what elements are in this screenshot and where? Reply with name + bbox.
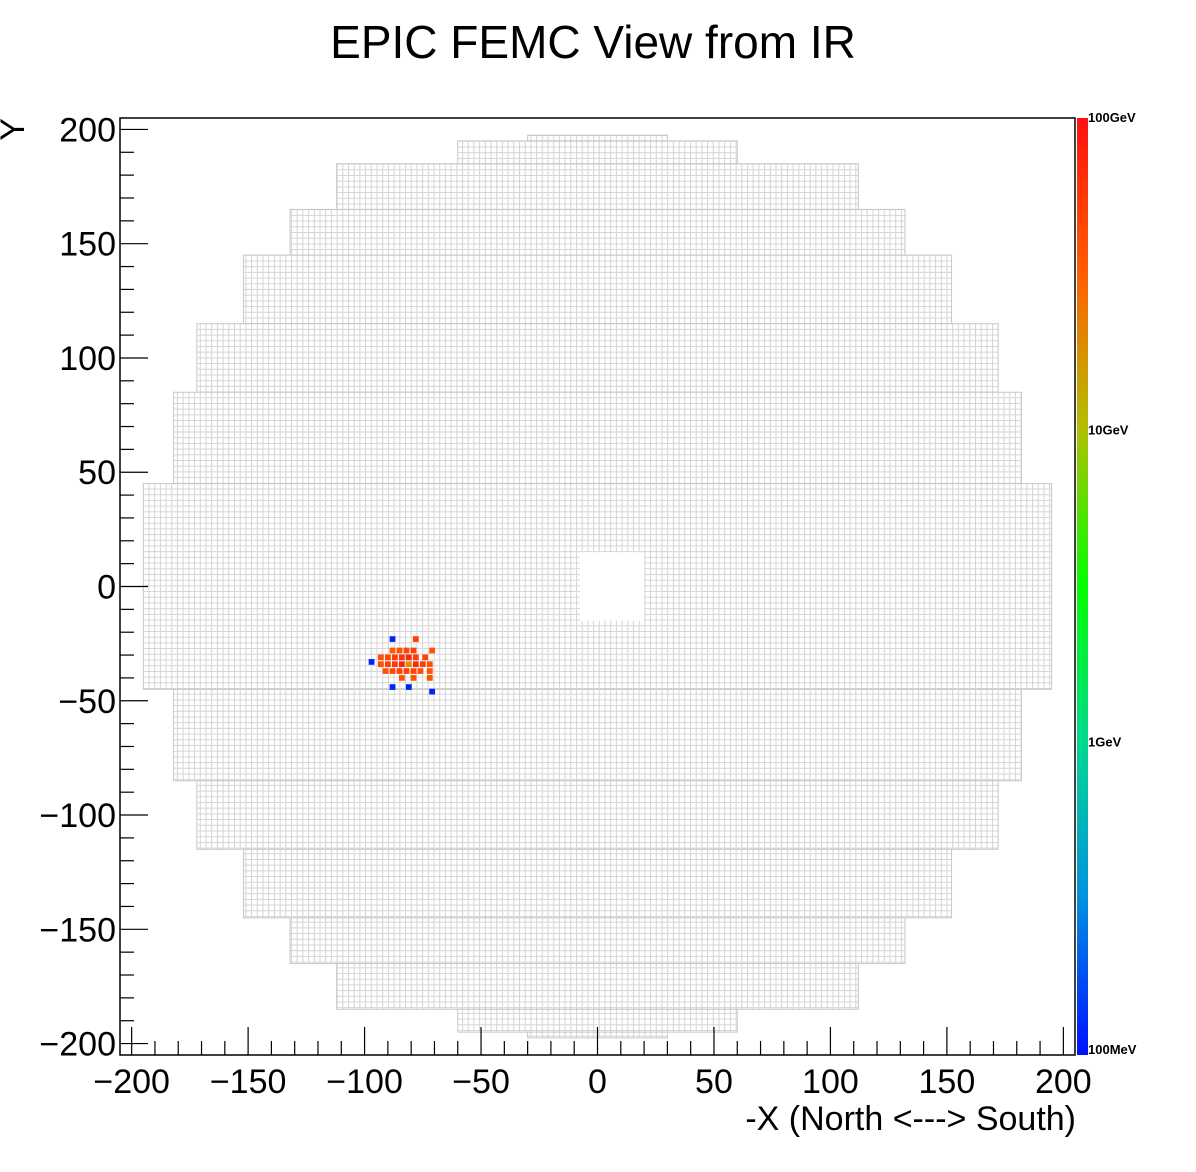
detector-section — [289, 917, 906, 965]
detector-section — [242, 848, 953, 919]
y-tick-label: 0 — [97, 569, 116, 607]
hit-cell — [422, 654, 429, 661]
x-tick-label: 200 — [1035, 1063, 1092, 1101]
colorbar-tick-label: 1GeV — [1088, 735, 1122, 750]
colorbar-tick-label: 100GeV — [1088, 110, 1136, 125]
hit-cell — [410, 647, 417, 654]
hit-cell — [429, 647, 436, 654]
y-axis-label: Y — [0, 118, 32, 141]
x-tick-label: 150 — [919, 1063, 976, 1101]
detector-section — [527, 134, 668, 142]
hit-cell — [429, 688, 436, 695]
detector-section — [173, 688, 1022, 782]
detector-section — [289, 208, 906, 256]
colorbar-tick-label: 100MeV — [1088, 1042, 1137, 1057]
hit-cell — [410, 675, 417, 681]
hit-cell — [398, 661, 405, 668]
detector-section — [336, 963, 859, 1010]
colorbar-tick-label: 10GeV — [1088, 422, 1129, 437]
chart-title: EPIC FEMC View from IR — [330, 16, 856, 68]
y-tick-label: −150 — [39, 911, 116, 949]
hit-cell — [389, 636, 396, 642]
hit-cell — [410, 668, 417, 674]
hit-cell — [377, 661, 384, 668]
hit-cell — [389, 647, 396, 654]
x-tick-label: 100 — [802, 1063, 859, 1101]
axis-ticks — [120, 128, 1064, 1055]
x-tick-label: 50 — [695, 1063, 733, 1101]
detector-section — [242, 254, 953, 325]
y-tick-label: 50 — [78, 454, 116, 492]
hit-cell — [426, 675, 433, 681]
x-tick-label: −150 — [210, 1063, 287, 1101]
hit-cell — [426, 668, 433, 674]
hit-cell — [412, 654, 419, 661]
x-tick-label: 0 — [588, 1063, 607, 1101]
detector-section — [457, 140, 738, 165]
colorbar-labels: 100GeV 10GeV 1GeV 100MeV — [1088, 110, 1137, 1057]
hit-cell — [412, 661, 419, 668]
hit-cell — [384, 654, 391, 661]
x-tick-label: −100 — [326, 1063, 403, 1101]
detector-section — [196, 780, 999, 850]
y-tick-label: 150 — [59, 226, 116, 264]
y-tick-label: −100 — [39, 797, 116, 835]
hit-cell — [382, 668, 389, 674]
x-tick-label: −200 — [93, 1063, 170, 1101]
hit-cell — [426, 661, 433, 668]
colorbar — [1077, 118, 1088, 1055]
detector-cells — [142, 134, 1053, 1039]
hit-cell — [396, 647, 403, 654]
x-tick-label: −50 — [452, 1063, 510, 1101]
y-tick-label: −50 — [58, 683, 116, 721]
hit-cell — [377, 654, 384, 661]
hit-cell — [403, 668, 410, 674]
hit-cell — [405, 654, 412, 661]
detector-section — [196, 323, 999, 393]
hit-cell — [412, 636, 419, 642]
hit-cell — [389, 668, 396, 674]
hit-cell — [398, 654, 405, 661]
y-tick-label: −200 — [39, 1026, 116, 1064]
hit-cell — [368, 659, 375, 665]
hit-cell — [419, 661, 426, 668]
hit-cell — [417, 668, 424, 674]
detector-section — [336, 163, 859, 210]
x-tick-labels: −200 −150 −100 −50 0 50 100 150 200 — [93, 1063, 1091, 1101]
hit-cell — [384, 661, 391, 668]
energy-hits — [368, 636, 436, 695]
beam-hole — [580, 552, 645, 621]
hit-cell — [391, 661, 398, 668]
hit-cell — [405, 684, 412, 690]
hit-cell — [396, 668, 403, 674]
hit-cell — [403, 647, 410, 654]
hit-cell — [405, 661, 412, 668]
detector-section — [173, 391, 1022, 485]
hit-cell — [398, 675, 405, 681]
hit-cell — [391, 654, 398, 661]
y-tick-label: 100 — [59, 340, 116, 378]
y-tick-label: 200 — [59, 111, 116, 149]
x-axis-label: -X (North <---> South) — [745, 1100, 1076, 1138]
hit-cell — [389, 684, 396, 690]
y-tick-labels: −200 −150 −100 −50 0 50 100 150 200 — [39, 111, 116, 1063]
